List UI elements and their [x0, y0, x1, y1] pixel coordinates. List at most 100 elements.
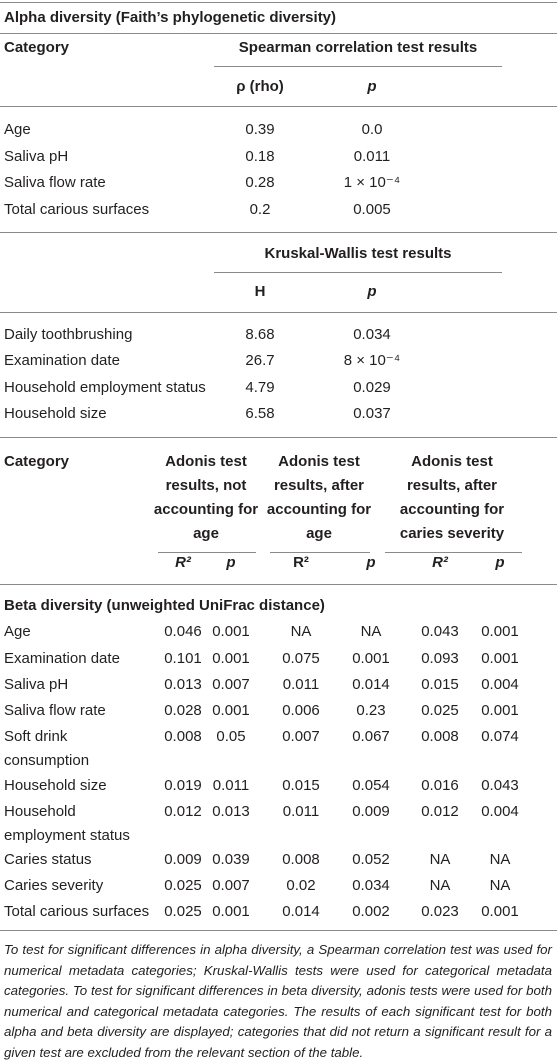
cell: 0.019 [164, 777, 202, 794]
cell: 0.011 [212, 777, 250, 794]
cell: 0.014 [282, 903, 320, 920]
cell: 0.05 [216, 728, 246, 745]
cell: 0.014 [352, 676, 390, 693]
row-label: Age [4, 623, 31, 640]
cell: 4.79 [245, 379, 275, 396]
group-header: Adonis test results, after accounting fo… [399, 453, 505, 542]
cell: 0.005 [353, 201, 391, 218]
cell: NA [489, 851, 511, 868]
cell: 0.001 [481, 623, 519, 640]
cell: 0.023 [421, 903, 459, 920]
row-label: Examination date [4, 650, 120, 667]
rule [385, 552, 522, 553]
cell: 1 × 10⁻⁴ [343, 174, 401, 191]
row-label: Household employment status [4, 803, 130, 844]
cell: 0.025 [164, 903, 202, 920]
cell: 0.013 [164, 676, 202, 693]
column-header: H [254, 283, 266, 300]
cell: 0.029 [353, 379, 391, 396]
cell: 0.037 [353, 405, 391, 422]
column-header: p [495, 554, 505, 571]
cell: 0.015 [282, 777, 320, 794]
cell: 0.074 [481, 728, 519, 745]
row-label: Household size [4, 777, 107, 794]
cell: 0.008 [164, 728, 202, 745]
rule [214, 66, 502, 67]
row-label: Saliva pH [4, 676, 69, 693]
column-header: p [367, 78, 377, 95]
cell: 0.034 [352, 877, 390, 894]
cell: 0.28 [245, 174, 275, 191]
cell: 0.009 [352, 803, 390, 820]
cell: 0.007 [212, 877, 250, 894]
cell: 8.68 [245, 326, 275, 343]
cell: 0.025 [164, 877, 202, 894]
rule [270, 552, 370, 553]
row-label: Soft drink consumption [4, 728, 90, 769]
rule [0, 106, 557, 107]
column-header: R² [293, 554, 309, 571]
cell: 0.054 [352, 777, 390, 794]
cell: 0.001 [352, 650, 390, 667]
cell: 0.001 [481, 903, 519, 920]
cell: 8 × 10⁻⁴ [343, 352, 401, 369]
column-header: Category [4, 453, 70, 470]
column-header: Category [4, 39, 70, 56]
cell: 0.016 [421, 777, 459, 794]
row-label: Age [4, 121, 31, 138]
cell: 0.046 [164, 623, 202, 640]
column-header: R² [432, 554, 448, 571]
rule [0, 584, 557, 585]
cell: 0.011 [282, 803, 320, 820]
row-label: Saliva pH [4, 148, 69, 165]
row-label: Household size [4, 405, 107, 422]
cell: 0.009 [164, 851, 202, 868]
cell: 0.011 [353, 148, 391, 165]
group-header: Kruskal-Wallis test results [264, 245, 452, 262]
row-label: Examination date [4, 352, 120, 369]
cell: 0.001 [481, 702, 519, 719]
row-label: Saliva flow rate [4, 174, 106, 191]
rule [0, 232, 557, 233]
footnote: To test for significant differences in a… [4, 942, 552, 1060]
cell: 0.039 [212, 851, 250, 868]
row-label: Caries severity [4, 877, 104, 894]
cell: 0.007 [282, 728, 320, 745]
row-label: Household employment status [4, 379, 206, 396]
cell: 0.012 [421, 803, 459, 820]
cell: 0.007 [212, 676, 250, 693]
cell: 6.58 [245, 405, 275, 422]
cell: 0.23 [356, 702, 386, 719]
cell: 0.001 [212, 623, 250, 640]
cell: 0.067 [352, 728, 390, 745]
cell: 0.011 [282, 676, 320, 693]
group-header: Spearman correlation test results [238, 39, 478, 56]
cell: 0.025 [421, 702, 459, 719]
cell: 0.052 [352, 851, 390, 868]
row-label: Daily toothbrushing [4, 326, 133, 343]
cell: 0.002 [352, 903, 390, 920]
rule [0, 33, 557, 34]
row-label: Total carious surfaces [4, 903, 150, 920]
column-header: ρ (rho) [236, 78, 284, 95]
cell: NA [429, 851, 451, 868]
cell: 0.008 [282, 851, 320, 868]
cell: 0.18 [245, 148, 275, 165]
cell: 0.012 [164, 803, 202, 820]
row-label: Total carious surfaces [4, 201, 150, 218]
cell: 0.034 [353, 326, 391, 343]
section-title: Alpha diversity (Faith’s phylogenetic di… [4, 9, 337, 26]
cell: 0.004 [481, 676, 519, 693]
cell: 0.02 [286, 877, 316, 894]
cell: 0.004 [481, 803, 519, 820]
cell: NA [489, 877, 511, 894]
rule [0, 2, 557, 3]
cell: 0.015 [421, 676, 459, 693]
rule [214, 272, 502, 273]
cell: 0.39 [245, 121, 275, 138]
cell: 0.013 [212, 803, 250, 820]
cell: 0.2 [249, 201, 271, 218]
cell: 0.006 [282, 702, 320, 719]
group-header: Adonis test results, not accounting for … [153, 453, 259, 542]
